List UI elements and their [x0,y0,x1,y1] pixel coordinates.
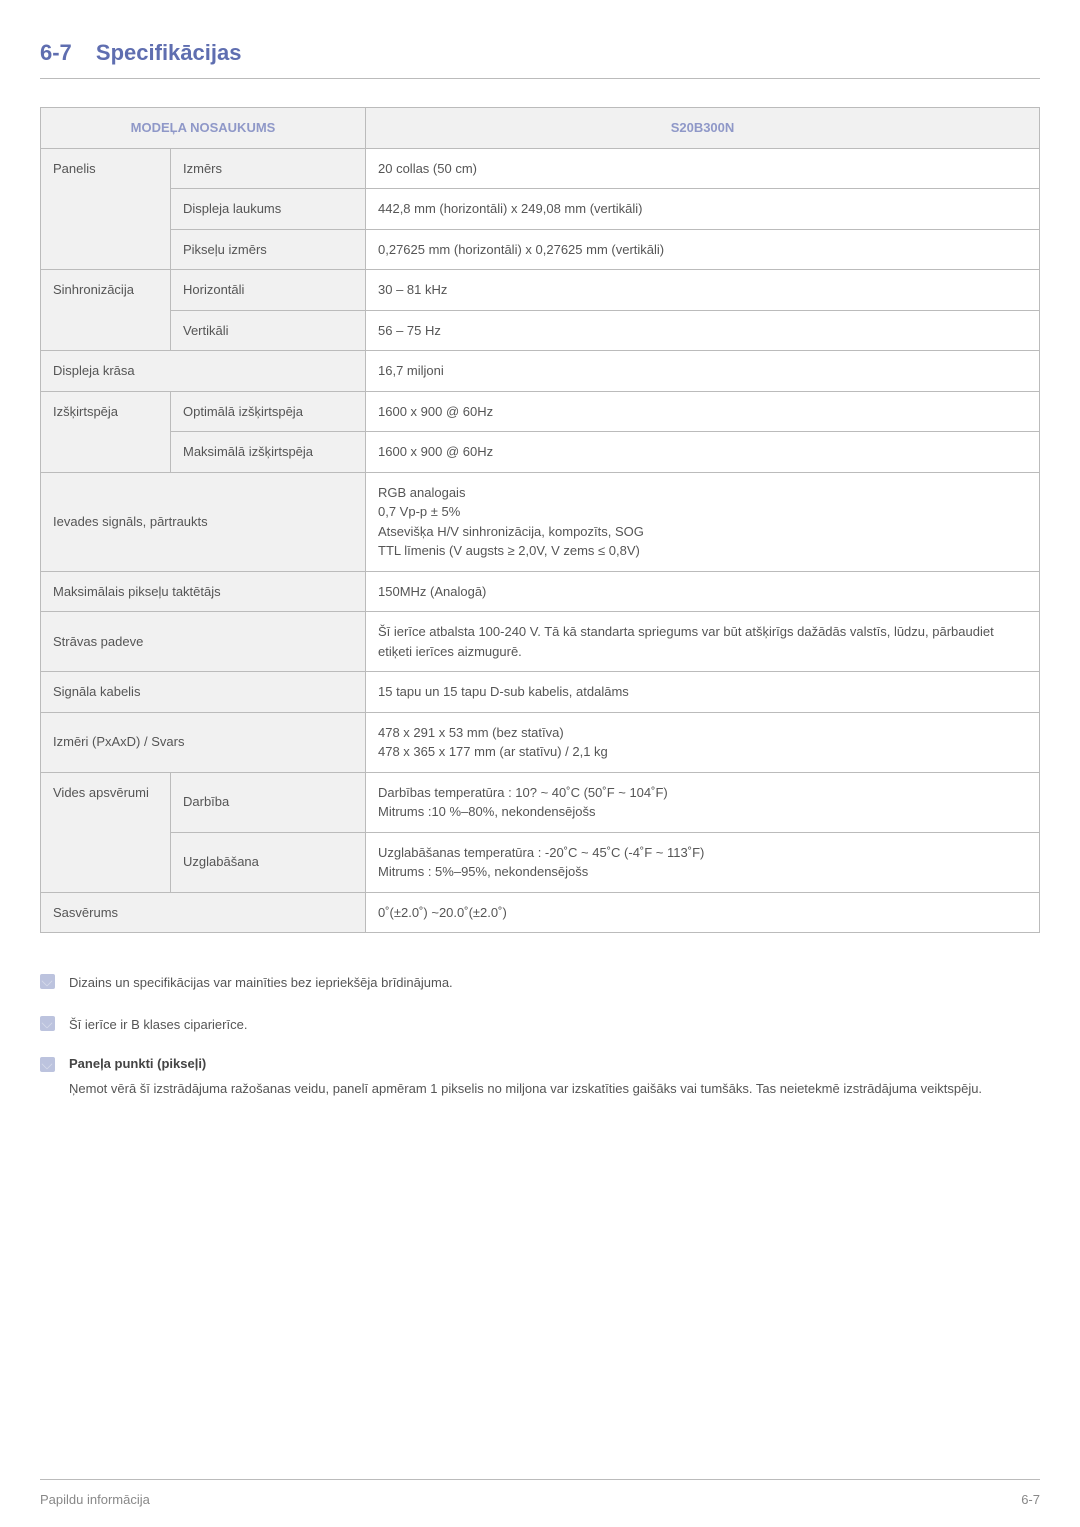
note-item: Šī ierīce ir B klases ciparierīce. [40,1015,1040,1035]
note-item: Dizains un specifikācijas var mainīties … [40,973,1040,993]
heading-title: Specifikācijas [96,40,242,65]
spec-value: 150MHz (Analogā) [366,571,1040,612]
note-body: Šī ierīce ir B klases ciparierīce. [69,1015,1040,1035]
spec-sublabel: Izmērs [171,148,366,189]
note-item: Paneļa punkti (pikseļi) Ņemot vērā šī izs… [40,1056,1040,1099]
spec-value: Šī ierīce atbalsta 100-240 V. Tā kā stan… [366,612,1040,672]
spec-value: RGB analogais0,7 Vp-p ± 5%Atsevišķa H/V … [366,472,1040,571]
spec-label: Sasvērums [41,892,366,933]
section-heading: 6-7 Specifikācijas [40,40,1040,79]
spec-value: 442,8 mm (horizontāli) x 249,08 mm (vert… [366,189,1040,230]
spec-label: Vides apsvērumi [41,772,171,892]
footer-left: Papildu informācija [40,1492,150,1507]
spec-label: Displeja krāsa [41,351,366,392]
spec-value: Darbības temperatūra : 10? ~ 40˚C (50˚F … [366,772,1040,832]
spec-label: Sinhronizācija [41,270,171,351]
header-model-name: MODEĻA NOSAUKUMS [41,108,366,149]
table-row: Vertikāli56 – 75 Hz [41,310,1040,351]
spec-label: Strāvas padeve [41,612,366,672]
spec-value: 0˚(±2.0˚) ~20.0˚(±2.0˚) [366,892,1040,933]
spec-table: MODEĻA NOSAUKUMS S20B300N PanelisIzmērs2… [40,107,1040,933]
spec-value: 15 tapu un 15 tapu D-sub kabelis, atdalā… [366,672,1040,713]
header-model-value: S20B300N [366,108,1040,149]
table-row: PanelisIzmērs20 collas (50 cm) [41,148,1040,189]
table-row: Maksimālais pikseļu taktētājs150MHz (Ana… [41,571,1040,612]
table-row: IzšķirtspējaOptimālā izšķirtspēja1600 x … [41,391,1040,432]
table-row: Ievades signāls, pārtrauktsRGB analogais… [41,472,1040,571]
note-text: Dizains un specifikācijas var mainīties … [69,973,1040,993]
table-row: Pikseļu izmērs0,27625 mm (horizontāli) x… [41,229,1040,270]
spec-label: Signāla kabelis [41,672,366,713]
note-body: Dizains un specifikācijas var mainīties … [69,973,1040,993]
spec-label: Maksimālais pikseļu taktētājs [41,571,366,612]
table-header-row: MODEĻA NOSAUKUMS S20B300N [41,108,1040,149]
table-row: Displeja laukums442,8 mm (horizontāli) x… [41,189,1040,230]
spec-value: 1600 x 900 @ 60Hz [366,391,1040,432]
note-icon [40,1057,55,1072]
table-row: Izmēri (PxAxD) / Svars478 x 291 x 53 mm … [41,712,1040,772]
spec-sublabel: Pikseļu izmērs [171,229,366,270]
table-row: Signāla kabelis15 tapu un 15 tapu D-sub … [41,672,1040,713]
spec-value: 20 collas (50 cm) [366,148,1040,189]
note-text: Ņemot vērā šī izstrādājuma ražošanas vei… [69,1079,1040,1099]
table-row: Sasvērums0˚(±2.0˚) ~20.0˚(±2.0˚) [41,892,1040,933]
spec-value: 1600 x 900 @ 60Hz [366,432,1040,473]
table-row: Vides apsvērumiDarbībaDarbības temperatū… [41,772,1040,832]
spec-sublabel: Vertikāli [171,310,366,351]
table-row: Maksimālā izšķirtspēja1600 x 900 @ 60Hz [41,432,1040,473]
page-footer: Papildu informācija 6-7 [40,1479,1040,1507]
footer-right: 6-7 [1021,1492,1040,1507]
spec-label: Izšķirtspēja [41,391,171,472]
spec-label: Izmēri (PxAxD) / Svars [41,712,366,772]
note-body: Paneļa punkti (pikseļi) Ņemot vērā šī izs… [69,1056,1040,1099]
spec-sublabel: Displeja laukums [171,189,366,230]
spec-value: 16,7 miljoni [366,351,1040,392]
spec-value: Uzglabāšanas temperatūra : -20˚C ~ 45˚C … [366,832,1040,892]
notes-section: Dizains un specifikācijas var mainīties … [40,973,1040,1099]
spec-sublabel: Darbība [171,772,366,832]
spec-value: 30 – 81 kHz [366,270,1040,311]
heading-number: 6-7 [40,40,72,65]
spec-sublabel: Uzglabāšana [171,832,366,892]
note-icon [40,974,55,989]
table-row: SinhronizācijaHorizontāli30 – 81 kHz [41,270,1040,311]
spec-sublabel: Horizontāli [171,270,366,311]
spec-sublabel: Maksimālā izšķirtspēja [171,432,366,473]
spec-label: Panelis [41,148,171,270]
spec-label: Ievades signāls, pārtraukts [41,472,366,571]
note-title: Paneļa punkti (pikseļi) [69,1056,1040,1071]
note-text: Šī ierīce ir B klases ciparierīce. [69,1015,1040,1035]
spec-value: 0,27625 mm (horizontāli) x 0,27625 mm (v… [366,229,1040,270]
table-row: UzglabāšanaUzglabāšanas temperatūra : -2… [41,832,1040,892]
note-icon [40,1016,55,1031]
spec-sublabel: Optimālā izšķirtspēja [171,391,366,432]
spec-value: 56 – 75 Hz [366,310,1040,351]
table-row: Displeja krāsa16,7 miljoni [41,351,1040,392]
spec-value: 478 x 291 x 53 mm (bez statīva)478 x 365… [366,712,1040,772]
table-row: Strāvas padeveŠī ierīce atbalsta 100-240… [41,612,1040,672]
